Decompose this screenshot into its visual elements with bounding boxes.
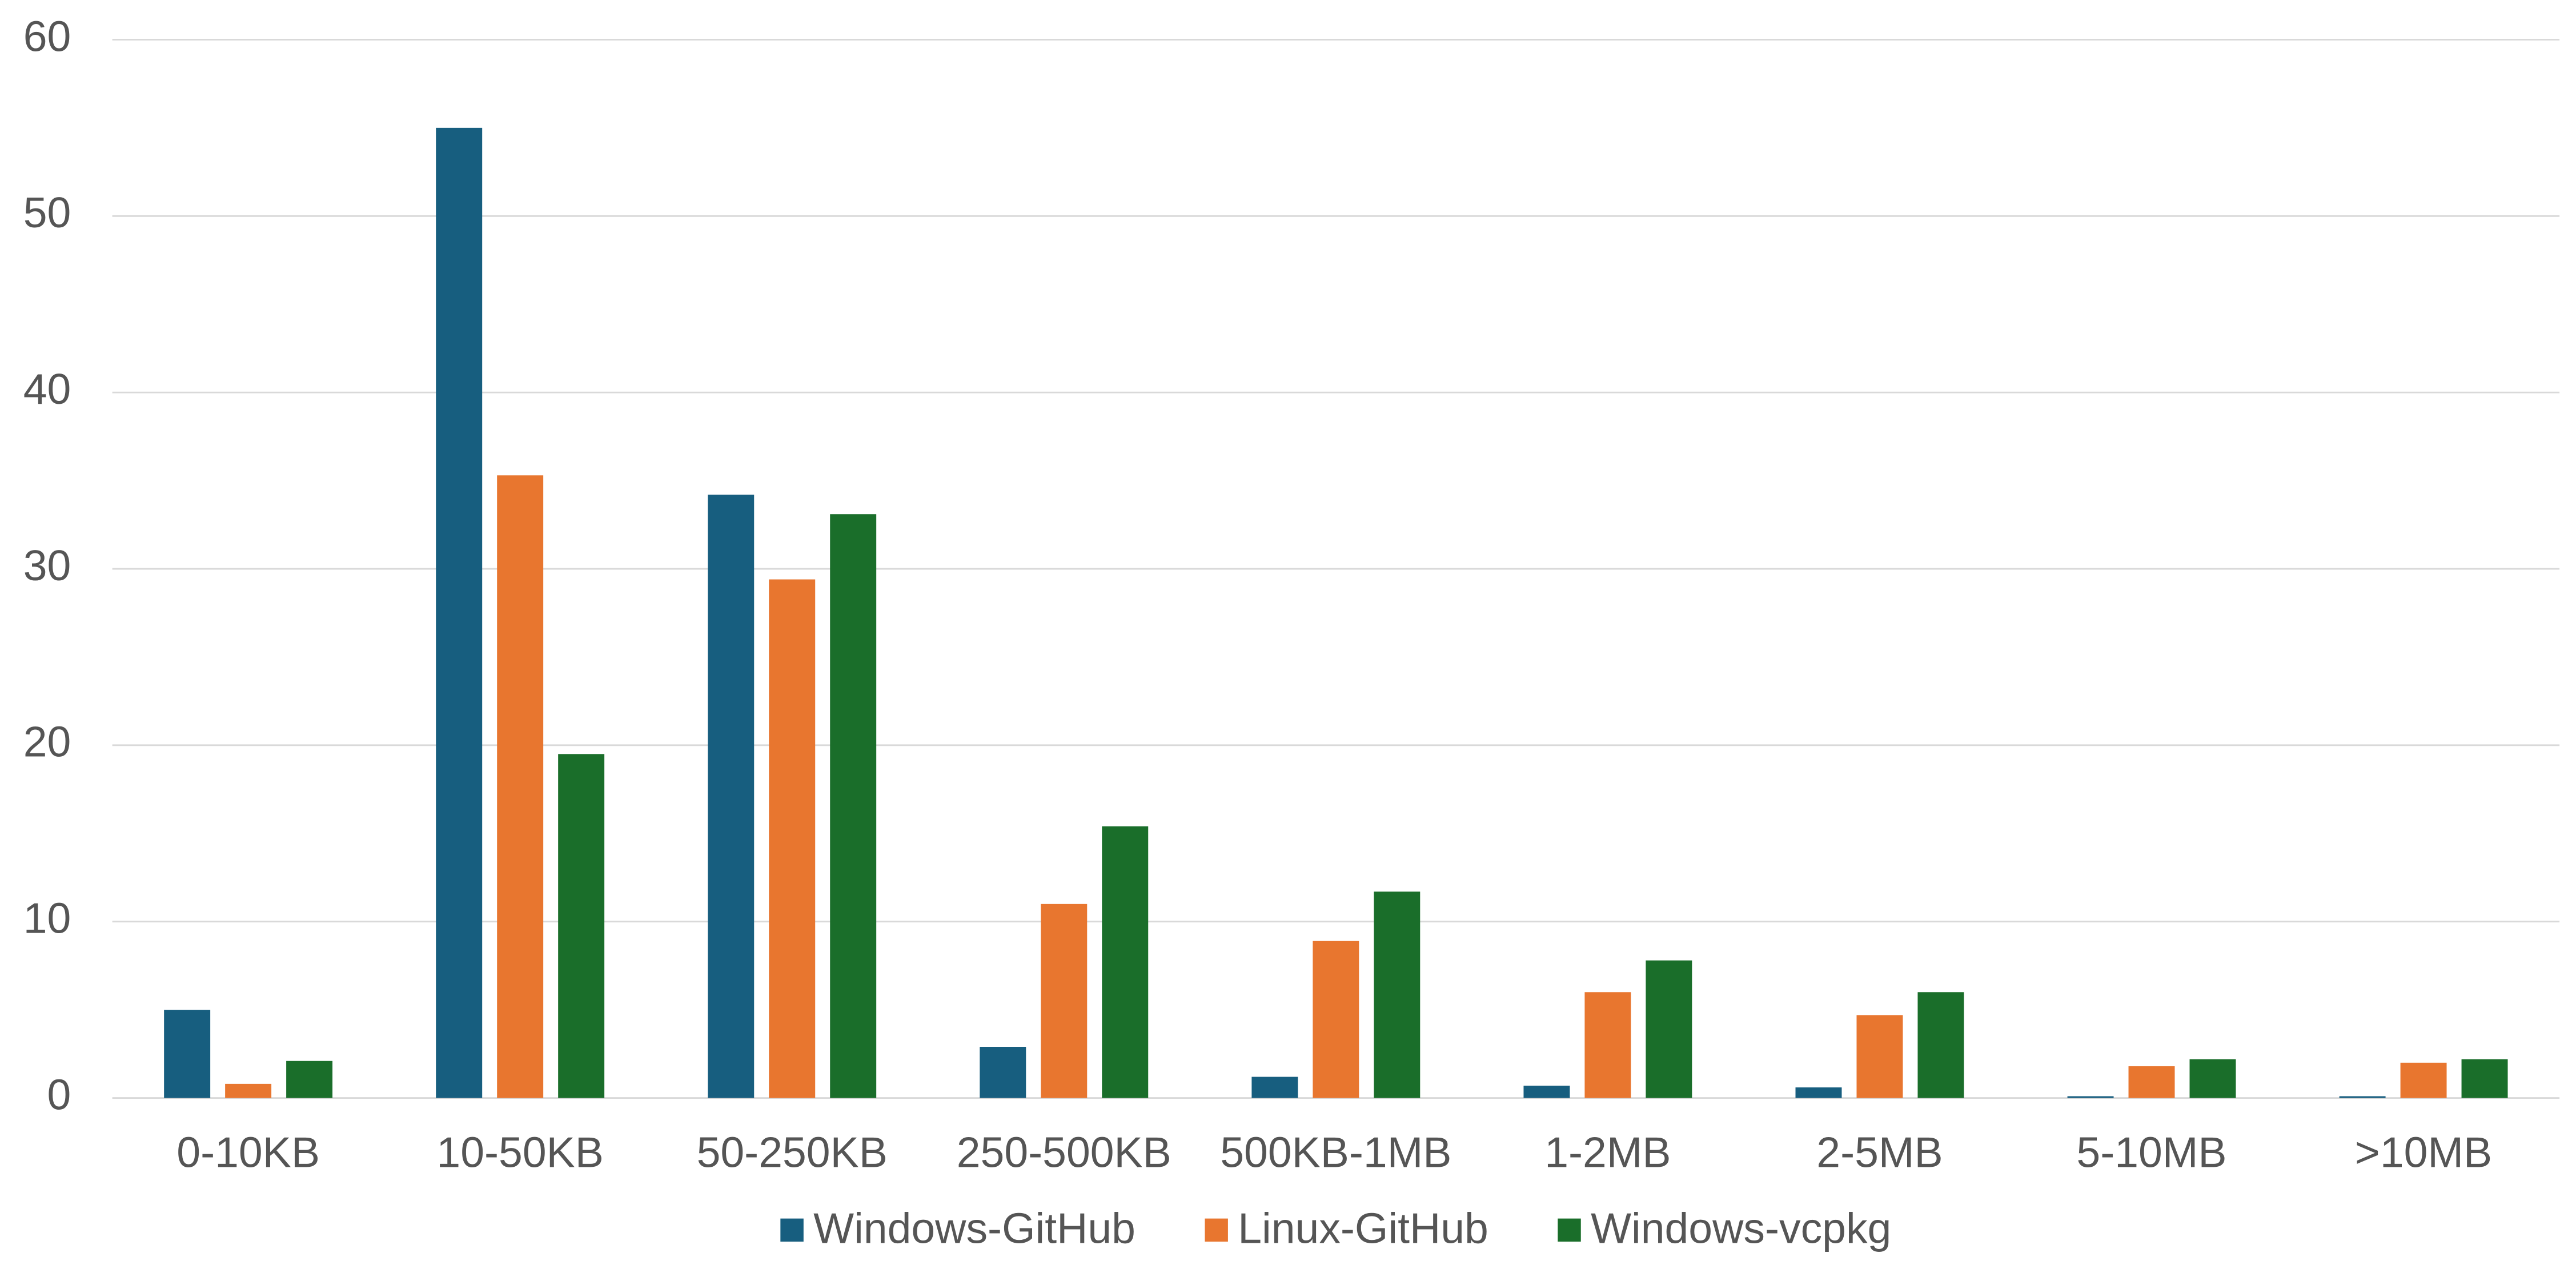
y-tick-label: 60	[23, 12, 71, 60]
bar	[2067, 1096, 2114, 1098]
legend-swatch	[780, 1218, 804, 1242]
bar	[830, 514, 877, 1098]
bar	[1795, 1087, 1842, 1098]
y-tick-label: 50	[23, 188, 71, 236]
x-tick-label: 500KB-1MB	[1220, 1129, 1451, 1176]
bar	[980, 1047, 1026, 1098]
y-tick-label: 40	[23, 365, 71, 413]
bar	[2128, 1066, 2175, 1098]
x-tick-label: 50-250KB	[697, 1129, 888, 1176]
bar	[1917, 992, 1964, 1098]
bar	[2400, 1062, 2447, 1098]
y-tick-label: 0	[47, 1070, 71, 1118]
x-tick-label: >10MB	[2355, 1129, 2492, 1176]
bar	[1856, 1015, 1903, 1098]
x-tick-label: 5-10MB	[2076, 1129, 2226, 1176]
legend-label: Windows-GitHub	[813, 1204, 1135, 1252]
bar	[225, 1083, 272, 1098]
bar	[769, 579, 816, 1098]
x-tick-label: 10-50KB	[436, 1129, 603, 1176]
bar	[497, 475, 544, 1098]
bar	[2189, 1059, 2236, 1098]
x-tick-label: 1-2MB	[1544, 1129, 1671, 1176]
bar	[1646, 960, 1692, 1098]
bar	[1374, 892, 1421, 1098]
bar	[1041, 903, 1088, 1098]
bar	[1251, 1077, 1298, 1098]
bar	[1102, 826, 1149, 1098]
bar	[708, 495, 755, 1098]
x-tick-label: 2-5MB	[1816, 1129, 1943, 1176]
legend-swatch	[1205, 1218, 1228, 1242]
legend-swatch	[1558, 1218, 1581, 1242]
bar	[1584, 992, 1631, 1098]
bar	[2461, 1059, 2508, 1098]
bar	[2339, 1096, 2386, 1098]
bar	[1313, 941, 1359, 1098]
x-tick-label: 0-10KB	[176, 1129, 320, 1176]
bar	[436, 127, 483, 1098]
bar	[558, 754, 605, 1098]
bar	[286, 1061, 333, 1098]
bar	[1523, 1085, 1570, 1098]
legend-label: Windows-vcpkg	[1591, 1204, 1891, 1252]
y-tick-label: 30	[23, 541, 71, 589]
bar	[164, 1010, 211, 1098]
legend-label: Linux-GitHub	[1238, 1204, 1488, 1252]
y-tick-label: 10	[23, 894, 71, 942]
y-tick-label: 20	[23, 718, 71, 766]
x-tick-label: 250-500KB	[957, 1129, 1171, 1176]
